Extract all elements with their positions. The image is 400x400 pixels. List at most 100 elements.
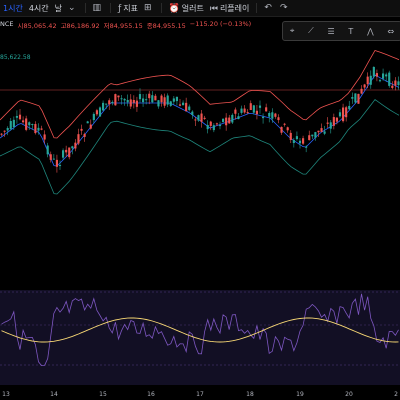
candle-body [265, 107, 268, 112]
candle-body [182, 102, 185, 106]
alert-button[interactable]: ⏰ 얼러트 [166, 3, 207, 14]
candle-body [206, 124, 209, 130]
candle-body [209, 121, 212, 126]
candle-body [305, 146, 308, 148]
candle-body [74, 142, 77, 149]
top-toolbar: 1시간 4시간 날 ⌄ ▥ ƒ 지표 ⊞ ⏰ 얼러트 ⏮ 리플레이 ↶ ↷ [0, 0, 400, 17]
candle-body [92, 113, 95, 121]
text-icon[interactable]: T [348, 26, 354, 36]
candle-body [163, 97, 166, 106]
rsi-line [1, 293, 399, 367]
x-axis-tick-label: 19 [296, 391, 304, 398]
candle-body [40, 128, 43, 130]
replay-button[interactable]: ⏮ 리플레이 [207, 3, 253, 14]
candle-body [157, 100, 160, 107]
fib-icon[interactable]: ☰ [327, 26, 335, 36]
candle-body [372, 66, 375, 77]
candle-body [95, 110, 98, 115]
layout-button[interactable]: ⊞ [141, 3, 157, 13]
candle-body [22, 120, 25, 123]
candle-body [28, 122, 31, 126]
candle-body [295, 136, 298, 140]
bollinger-lower-band [0, 98, 400, 195]
undo-button[interactable]: ↶ [261, 3, 277, 13]
redo-button[interactable]: ↷ [277, 3, 293, 13]
candle-body [234, 109, 237, 114]
x-axis-tick-label: 20 [345, 391, 353, 398]
candle-body [169, 101, 172, 106]
chart-type-button[interactable]: ▥ [90, 3, 107, 13]
candle-body [262, 116, 265, 119]
measure-icon[interactable]: ⇔ [387, 26, 395, 36]
candle-body [369, 75, 372, 85]
candle-body [277, 117, 280, 121]
candle-body [252, 105, 255, 113]
candle-body [160, 95, 163, 103]
x-axis-tick-label: 2 [394, 391, 398, 398]
candle-body [203, 117, 206, 119]
candle-body [258, 105, 262, 108]
pattern-icon[interactable]: ⋀ [367, 26, 374, 36]
x-axis-tick-label: 18 [246, 391, 254, 398]
candle-body [46, 145, 49, 155]
candle-body [123, 98, 126, 101]
candle-body [191, 111, 194, 115]
candle-body [43, 134, 46, 140]
candles-icon: ▥ [92, 3, 102, 13]
candle-body [338, 112, 342, 117]
cursor-icon[interactable]: ⌖ [289, 26, 295, 35]
candle-body [89, 124, 92, 129]
trend-line-icon[interactable]: ⟋ [308, 26, 314, 35]
candle-body [268, 112, 271, 117]
candle-body [345, 107, 348, 118]
x-axis-tick-label: 16 [147, 391, 155, 398]
candle-body [34, 124, 37, 134]
candle-body [102, 102, 105, 111]
timeframe-day[interactable]: 날 [54, 3, 62, 13]
candle-body [111, 101, 114, 104]
replay-label: 리플레이 [219, 3, 250, 13]
toolbar-divider [160, 3, 162, 13]
candle-body [188, 106, 191, 111]
indicators-label: 지표 [123, 3, 138, 13]
redo-icon: ↷ [279, 3, 288, 13]
open-value: 시85,065.42 [17, 22, 57, 30]
candle-body [397, 81, 400, 86]
candle-body [80, 128, 83, 131]
candle-body [286, 127, 289, 131]
candle-body [135, 100, 138, 107]
low-value: 저84,955.15 [103, 22, 143, 30]
candle-body [197, 115, 200, 121]
candle-body [231, 114, 234, 123]
candle-body [71, 146, 74, 149]
candle-body [357, 93, 360, 104]
candle-body [212, 125, 215, 131]
candle-body [348, 105, 351, 110]
timeframe-dropdown[interactable]: ⌄ [65, 3, 81, 13]
candle-body [77, 134, 80, 144]
candle-body [366, 76, 369, 85]
candle-body [68, 147, 71, 158]
candle-body [166, 95, 169, 105]
indicators-button[interactable]: ƒ 지표 [115, 3, 141, 14]
candle-body [332, 117, 335, 126]
replay-icon: ⏮ [209, 3, 218, 14]
undo-icon: ↶ [264, 3, 272, 13]
candle-body [98, 107, 102, 117]
candle-body [308, 135, 311, 141]
timeframe-1h[interactable]: 1시간 [3, 3, 23, 13]
candle-body [222, 118, 225, 122]
candle-body [151, 95, 154, 103]
candle-body [342, 107, 345, 122]
candle-body [302, 138, 305, 144]
candle-body [317, 130, 320, 133]
candle-body [148, 93, 151, 99]
candle-body [283, 123, 286, 125]
layout-icon: ⊞ [143, 3, 152, 13]
candle-body [15, 116, 18, 118]
rsi-ma-line [1, 317, 399, 343]
candle-body [145, 99, 148, 101]
change-value: −115.20 (−0.13%) [189, 20, 252, 28]
timeframe-4h[interactable]: 4시간 [28, 3, 49, 13]
